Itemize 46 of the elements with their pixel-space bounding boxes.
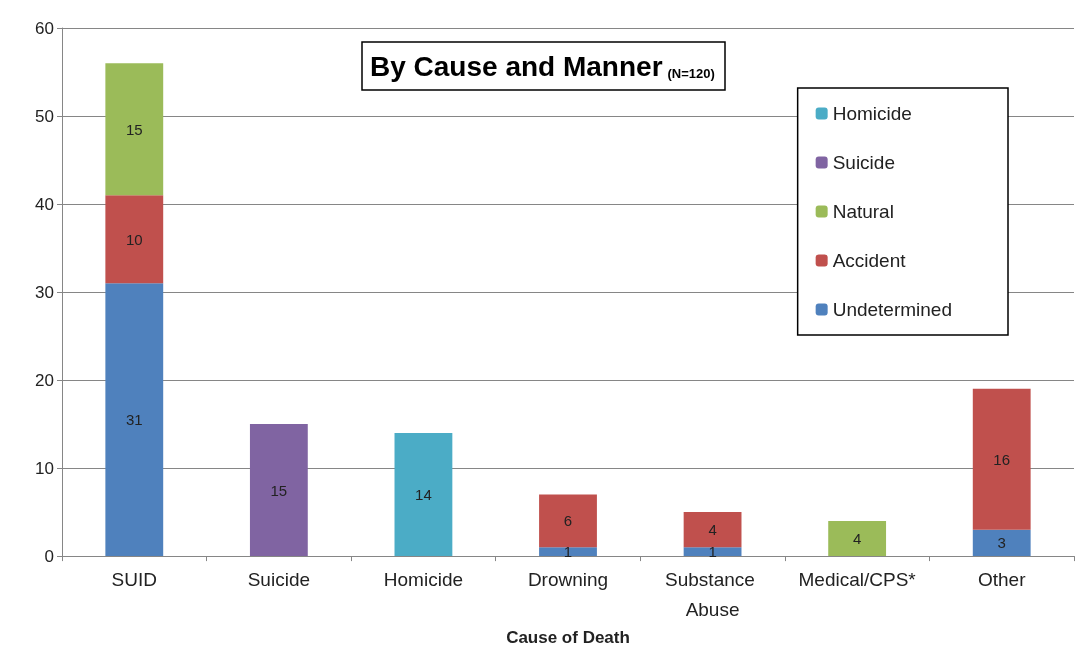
x-tick-label: Homicide [383,568,464,590]
legend-label: Natural [832,201,894,222]
legend-label: Accident [832,250,907,271]
bar [539,547,597,557]
bar [539,494,597,548]
legend-label: Homicide [832,103,912,124]
data-label: 14 [415,485,432,503]
y-tick-label: 0 [44,546,54,566]
x-tick-label: Substance Abuse [665,568,761,620]
text: (N=120) [667,66,715,81]
data-label: 1 [708,543,717,561]
data-label: 15 [125,120,143,138]
legend-label: Undetermined [832,299,952,320]
y-tick-label: 30 [35,282,54,302]
y-tick-label: 60 [35,18,54,38]
data-label: 3 [997,534,1006,552]
y-tick-label: 20 [35,370,54,390]
bar [828,520,887,557]
x-axis-title: Cause of Death [506,628,630,647]
data-label: 6 [563,512,573,530]
bar [683,547,742,557]
bar [105,283,164,557]
bar [683,512,742,548]
x-tick-label: Medical/CPS* [798,568,917,590]
x-tick-label: Other [977,568,1027,590]
text: By Cause and Manner [370,50,663,82]
x-tick-label: SUID [111,568,157,590]
bar [105,195,164,284]
data-label: 15 [270,481,288,499]
data-label: 10 [125,230,143,248]
x-tick-label: Drowning [527,568,609,590]
bar [972,388,1031,530]
y-tick-label: 50 [35,106,54,126]
bar [394,432,453,557]
bar [249,424,308,557]
y-tick-label: 40 [35,194,54,214]
x-tick-label: Suicide [247,568,311,590]
y-tick-label: 10 [35,458,54,478]
data-label: 16 [993,450,1011,468]
legend-label: Suicide [832,152,895,173]
bar [972,529,1031,557]
data-label: 31 [125,411,143,429]
data-label: 4 [708,521,717,539]
data-label: 1 [563,543,573,561]
data-label: 4 [852,530,862,547]
bar [105,63,164,196]
